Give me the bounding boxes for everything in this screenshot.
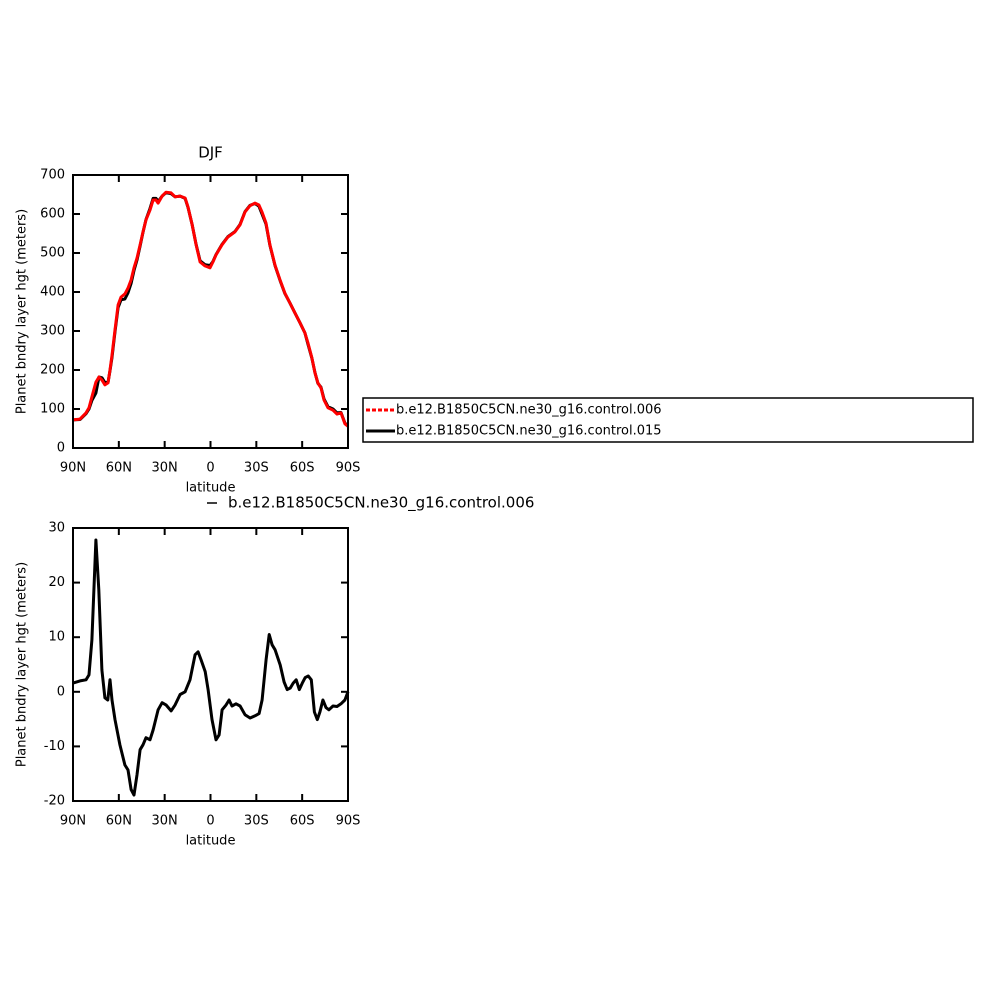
data-line [72, 538, 350, 797]
legend-label: b.e12.B1850C5CN.ne30_g16.control.015 [396, 424, 662, 439]
y-tick-label: -10 [44, 739, 65, 754]
x-tick-label: 30N [152, 461, 178, 476]
x-tick-label: 60N [106, 814, 132, 829]
data-line [72, 190, 349, 428]
legend-label: b.e12.B1850C5CN.ne30_g16.control.006 [396, 403, 662, 418]
x-axis-label: latitude [186, 834, 236, 849]
y-tick-label: 200 [40, 363, 65, 378]
x-tick-label: 90S [336, 814, 361, 829]
y-tick-label: 700 [40, 168, 65, 183]
legend-box [362, 397, 974, 443]
x-tick-label: 0 [206, 814, 214, 829]
x-tick-label: 60N [106, 461, 132, 476]
y-axis-label: Planet bndry layer hgt (meters) [15, 562, 30, 767]
x-tick-label: 90N [60, 461, 86, 476]
y-tick-label: 600 [40, 207, 65, 222]
y-axis-label: Planet bndry layer hgt (meters) [15, 209, 30, 414]
chart-title: DJF [198, 144, 223, 162]
y-tick-label: 300 [40, 324, 65, 339]
y-tick-label: 0 [57, 441, 65, 456]
y-tick-label: 500 [40, 246, 65, 261]
y-tick-label: 0 [57, 684, 65, 699]
x-tick-label: 60S [290, 461, 315, 476]
y-tick-label: 400 [40, 285, 65, 300]
y-tick-label: 100 [40, 402, 65, 417]
y-tick-label: 30 [48, 521, 65, 536]
y-tick-label: 20 [48, 575, 65, 590]
legend-label: b.e12.B1850C5CN.ne30_g16.control.006 [228, 494, 534, 513]
x-tick-label: 30S [244, 814, 269, 829]
x-tick-label: 30N [152, 814, 178, 829]
x-axis-label: latitude [186, 481, 236, 496]
x-tick-label: 30S [244, 461, 269, 476]
y-tick-label: -20 [44, 794, 65, 809]
x-tick-label: 90S [336, 461, 361, 476]
x-tick-label: 0 [206, 461, 214, 476]
x-tick-label: 90N [60, 814, 86, 829]
y-tick-label: 10 [48, 630, 65, 645]
x-tick-label: 60S [290, 814, 315, 829]
